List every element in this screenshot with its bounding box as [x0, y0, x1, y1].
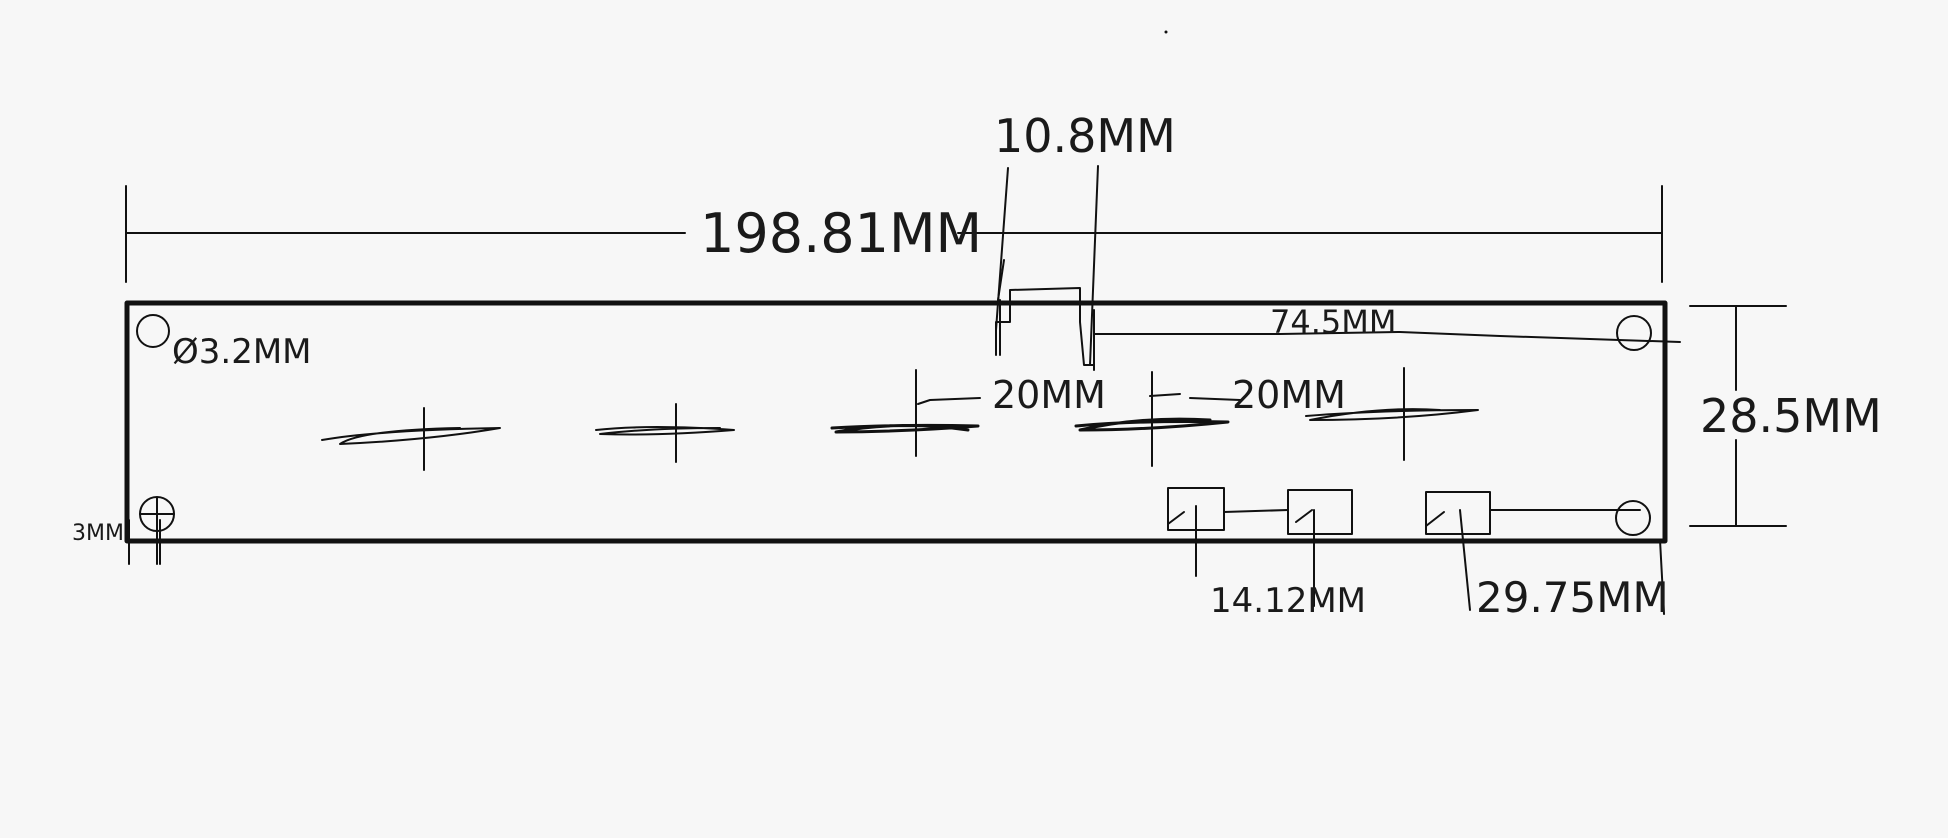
cutout-to-hole-dimension: 74.5MM — [1093, 303, 1681, 371]
hole-top-left — [136, 314, 170, 348]
hole-diameter-dimension: Ø3.2MM — [172, 332, 312, 372]
bottom-slots — [1167, 487, 1665, 615]
slot-spacing-label: 14.12MM — [1210, 581, 1366, 621]
hole-edge-offset-dimension: 3MM — [72, 519, 161, 565]
overall-length-label: 198.81MM — [700, 202, 982, 265]
edge-offset-label: 3MM — [72, 521, 124, 546]
height-label: 28.5MM — [1700, 389, 1882, 443]
spacing-dimensions: 20MM 20MM — [917, 373, 1346, 417]
mounting-holes — [136, 314, 1652, 565]
stray-dot — [1164, 30, 1168, 34]
height-dimension: 28.5MM — [1689, 305, 1882, 527]
spacing-b-label: 20MM — [1232, 373, 1346, 417]
hole-bottom-right — [1615, 500, 1651, 536]
top-cutout: 10.8MM — [994, 109, 1176, 366]
overall-length-dimension: 198.81MM — [125, 185, 1663, 283]
cutout-to-hole-label: 74.5MM — [1270, 303, 1396, 341]
spacing-a-label: 20MM — [992, 373, 1106, 417]
cross-marks — [321, 367, 1479, 471]
slot-2 — [1287, 489, 1353, 535]
slot-to-edge-label: 29.75MM — [1476, 573, 1669, 622]
slot-dimensions: 14.12MM 29.75MM — [1210, 573, 1669, 622]
hole-diameter-label: Ø3.2MM — [172, 332, 312, 372]
panel-outline — [124, 300, 1668, 544]
cutout-width-label: 10.8MM — [994, 109, 1176, 163]
hole-top-right — [1616, 315, 1652, 351]
slot-3 — [1425, 491, 1491, 535]
